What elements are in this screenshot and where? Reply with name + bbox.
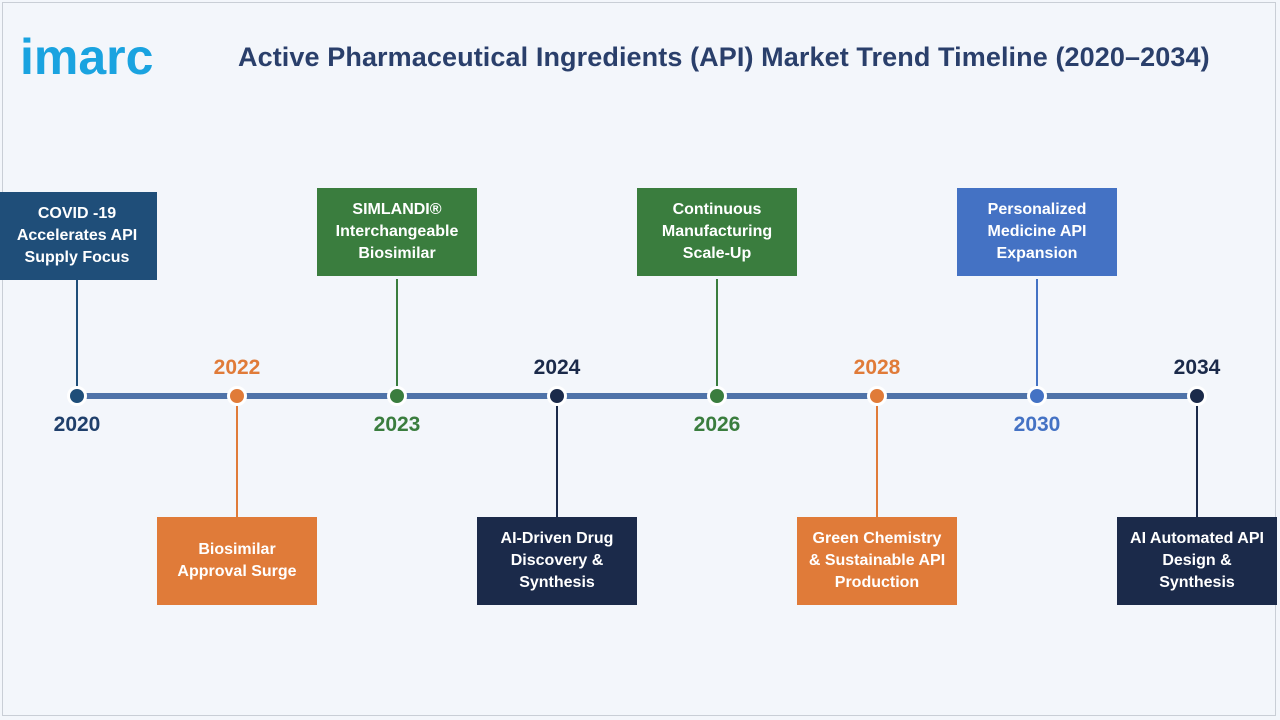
event-box-2023: SIMLANDI® Interchangeable Biosimilar xyxy=(317,188,477,276)
event-box-2022: Biosimilar Approval Surge xyxy=(157,517,317,605)
year-label-2020: 2020 xyxy=(53,413,101,436)
imarc-logo: imarc xyxy=(20,30,153,82)
event-box-2030: Personalized Medicine API Expansion xyxy=(957,188,1117,276)
year-label-2028: 2028 xyxy=(853,356,901,379)
timeline-node-2028 xyxy=(867,386,887,406)
year-label-2030: 2030 xyxy=(1013,413,1061,436)
event-box-2034: AI Automated API Design & Synthesis xyxy=(1117,517,1277,605)
timeline-axis xyxy=(76,393,1198,399)
event-box-2028: Green Chemistry & Sustainable API Produc… xyxy=(797,517,957,605)
timeline-node-2020 xyxy=(67,386,87,406)
year-label-2024: 2024 xyxy=(533,356,581,379)
connector-line-2023 xyxy=(396,279,398,396)
timeline-node-2022 xyxy=(227,386,247,406)
connector-line-2022 xyxy=(236,396,238,517)
connector-line-2034 xyxy=(1196,396,1198,517)
page-title: Active Pharmaceutical Ingredients (API) … xyxy=(238,42,1210,72)
timeline-node-2026 xyxy=(707,386,727,406)
connector-line-2028 xyxy=(876,396,878,517)
year-label-2026: 2026 xyxy=(693,413,741,436)
timeline-node-2030 xyxy=(1027,386,1047,406)
timeline-node-2024 xyxy=(547,386,567,406)
timeline-node-2034 xyxy=(1187,386,1207,406)
connector-line-2030 xyxy=(1036,279,1038,396)
timeline-node-2023 xyxy=(387,386,407,406)
year-label-2023: 2023 xyxy=(373,413,421,436)
event-box-2020: COVID -19 Accelerates API Supply Focus xyxy=(0,192,157,280)
year-label-2022: 2022 xyxy=(213,356,261,379)
connector-line-2026 xyxy=(716,279,718,396)
event-box-2026: Continuous Manufacturing Scale-Up xyxy=(637,188,797,276)
event-box-2024: AI-Driven Drug Discovery & Synthesis xyxy=(477,517,637,605)
connector-line-2020 xyxy=(76,279,78,396)
year-label-2034: 2034 xyxy=(1173,356,1221,379)
connector-line-2024 xyxy=(556,396,558,517)
logo-text: imarc xyxy=(20,30,153,82)
